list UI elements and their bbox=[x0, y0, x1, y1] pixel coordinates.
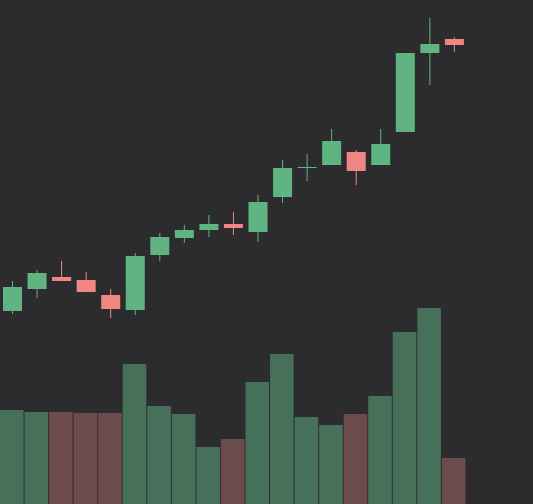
candle-body bbox=[101, 295, 121, 309]
candle-body bbox=[199, 224, 219, 230]
volume-bar bbox=[73, 413, 98, 504]
volume-bar bbox=[220, 439, 245, 504]
volume-bar bbox=[270, 354, 294, 504]
volume-bar bbox=[0, 410, 24, 504]
volume-bar bbox=[368, 396, 392, 504]
volume-bar bbox=[343, 414, 368, 504]
candle-body bbox=[76, 280, 96, 292]
candle-body bbox=[150, 237, 170, 255]
candle-body bbox=[3, 287, 22, 311]
candle-body bbox=[248, 202, 268, 232]
candle-body bbox=[273, 168, 293, 197]
candle-body bbox=[223, 224, 243, 228]
volume-bar bbox=[122, 364, 147, 504]
candle-body bbox=[125, 256, 145, 310]
volume-bar bbox=[417, 308, 441, 504]
candle-body bbox=[322, 141, 342, 165]
volume-bar bbox=[392, 332, 417, 504]
candle-body bbox=[420, 44, 440, 53]
candle-body bbox=[395, 53, 415, 132]
volume-bar bbox=[24, 412, 49, 504]
volume-bar bbox=[245, 382, 270, 504]
volume-bar bbox=[147, 406, 171, 504]
candle-body bbox=[444, 39, 464, 45]
volume-bar bbox=[171, 414, 196, 504]
candle-body bbox=[52, 277, 72, 281]
candle-body bbox=[346, 152, 366, 171]
candle-body bbox=[174, 230, 194, 238]
candle-body bbox=[27, 273, 47, 289]
volume-bar bbox=[196, 447, 220, 504]
volume-bar bbox=[98, 413, 122, 504]
candle-body bbox=[371, 144, 391, 165]
volume-bar bbox=[319, 425, 343, 504]
volume-bar bbox=[49, 412, 73, 504]
candle-body bbox=[297, 167, 317, 168]
volume-bar bbox=[294, 417, 319, 504]
volume-bar bbox=[441, 458, 466, 504]
